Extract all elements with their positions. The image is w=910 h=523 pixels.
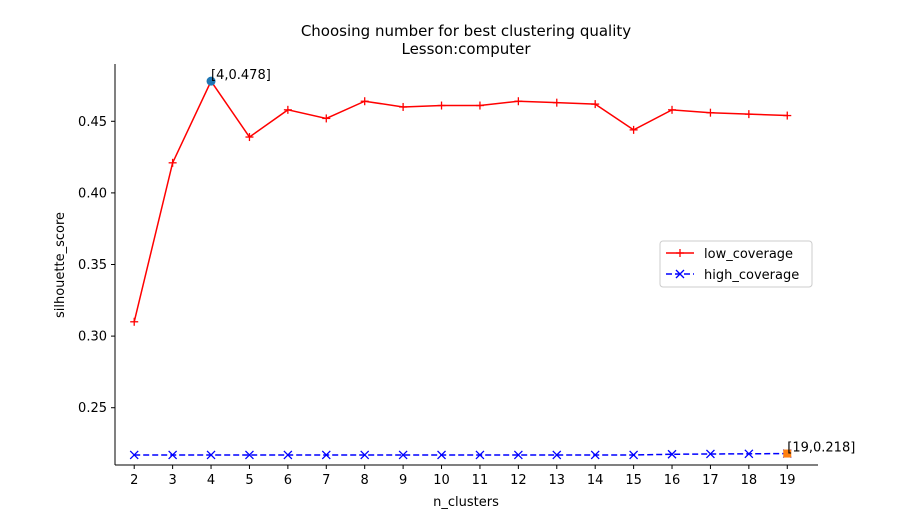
x-tick-label: 9 [399, 473, 407, 488]
x-tick-label: 18 [741, 473, 758, 488]
data-point-high-coverage-d2 [206, 450, 216, 460]
data-point-high-coverage [398, 450, 408, 460]
data-point-low-coverage [591, 100, 600, 109]
data-point-high-coverage-d2 [168, 450, 178, 460]
legend-label-high-coverage: high_coverage [704, 268, 799, 283]
data-point-low-coverage [514, 97, 523, 106]
data-point-low-coverage [168, 158, 177, 167]
data-point-high-coverage [168, 450, 178, 460]
x-tick-label: 7 [322, 473, 330, 488]
data-point-low-coverage [322, 114, 331, 123]
series-line-low-coverage [133, 79, 788, 322]
y-tick-label: 0.25 [78, 401, 107, 416]
data-point-low-coverage [706, 108, 715, 117]
data-point-high-coverage [552, 450, 562, 460]
x-tick-label: 10 [433, 473, 450, 488]
legend-marker-glyph-d2 [675, 269, 685, 279]
data-point-high-coverage-d2 [513, 450, 523, 460]
data-point-high-coverage [360, 450, 370, 460]
data-point-high-coverage [629, 450, 639, 460]
legend-marker-glyph [676, 249, 684, 257]
data-point-high-coverage-d2 [244, 450, 254, 460]
data-point-high-coverage-d2 [629, 450, 639, 460]
data-point-high-coverage-d2 [283, 450, 293, 460]
x-tick-label: 11 [472, 473, 489, 488]
chart-title: Choosing number for best clustering qual… [301, 22, 631, 40]
data-point-low-coverage [783, 111, 792, 120]
data-point-low-coverage [552, 98, 561, 107]
x-tick-label: 16 [664, 473, 681, 488]
x-tick-label: 8 [361, 473, 369, 488]
x-tick-label: 13 [549, 473, 566, 488]
data-point-high-coverage-d2 [744, 449, 754, 459]
data-point-high-coverage-d2 [321, 450, 331, 460]
legend: low_coverage high_coverage [659, 240, 813, 288]
data-point-high-coverage [437, 450, 446, 460]
data-point-high-coverage [513, 450, 523, 460]
data-point-high-coverage [129, 450, 139, 460]
legend-label-low-coverage: low_coverage [704, 247, 793, 262]
data-point-low-coverage [283, 105, 292, 114]
x-tick-label: 14 [587, 473, 604, 488]
data-point-high-coverage [744, 449, 754, 459]
legend-marker-high-coverage [675, 269, 685, 279]
data-point-high-coverage-d2 [437, 450, 446, 460]
series-line-high-coverage [134, 452, 788, 456]
y-tick-label: 0.30 [78, 330, 107, 345]
data-point-high-coverage [475, 450, 485, 460]
legend-marker-glyph [675, 269, 685, 279]
plot-area: 2 3 4 5 6 7 8 9 10 11 12 13 14 15 16 17 18 19 0.25 0.30 0.35… [78, 64, 855, 488]
chart-subtitle: Lesson:computer [401, 40, 531, 58]
last-score-marker [783, 449, 792, 458]
data-point-high-coverage-d2 [398, 450, 408, 460]
y-tick-label: 0.35 [78, 258, 107, 273]
data-point-high-coverage-d2 [705, 449, 715, 459]
last-score-annotation: [19,0.218] [787, 441, 855, 456]
data-point-high-coverage-d2 [667, 449, 677, 459]
x-tick-label: 2 [130, 473, 138, 488]
data-point-high-coverage [667, 449, 677, 459]
data-point-low-coverage [399, 102, 408, 111]
x-tick-label: 19 [779, 473, 796, 488]
legend-marker-low-coverage [676, 249, 684, 257]
data-point-low-coverage [245, 133, 254, 142]
data-point-high-coverage-d2 [129, 450, 139, 460]
data-point-low-coverage [744, 110, 753, 119]
data-point-high-coverage [244, 450, 254, 460]
x-tick-label: 5 [245, 473, 253, 488]
data-point-low-coverage [475, 101, 484, 110]
y-tick-label: 0.45 [78, 115, 107, 130]
data-point-high-coverage-d2 [360, 450, 370, 460]
data-point-low-coverage [360, 97, 369, 106]
y-axis-label: silhouette_score [53, 212, 68, 318]
x-tick-label: 12 [510, 473, 527, 488]
max-score-marker [206, 76, 216, 86]
x-tick-label: 4 [207, 473, 215, 488]
x-tick-label: 15 [625, 473, 642, 488]
data-point-high-coverage-d2 [552, 450, 562, 460]
data-point-low-coverage [629, 125, 638, 134]
data-point-low-coverage [130, 317, 139, 326]
legend-frame [659, 240, 813, 288]
data-point-high-coverage [321, 450, 331, 460]
x-tick-label: 6 [284, 473, 292, 488]
max-score-annotation: [4,0.478] [211, 68, 271, 83]
data-point-high-coverage [283, 450, 293, 460]
x-axis-label: n_clusters [433, 495, 499, 510]
data-point-low-coverage [668, 105, 677, 114]
data-point-high-coverage-d2 [590, 450, 600, 460]
data-point-high-coverage [590, 450, 600, 460]
data-point-high-coverage [705, 449, 715, 459]
data-point-high-coverage-d2 [475, 450, 485, 460]
x-tick-label: 17 [702, 473, 719, 488]
x-tick-label: 3 [168, 473, 176, 488]
data-point-low-coverage [437, 101, 446, 110]
data-point-high-coverage [206, 450, 216, 460]
y-tick-label: 0.40 [78, 186, 107, 201]
